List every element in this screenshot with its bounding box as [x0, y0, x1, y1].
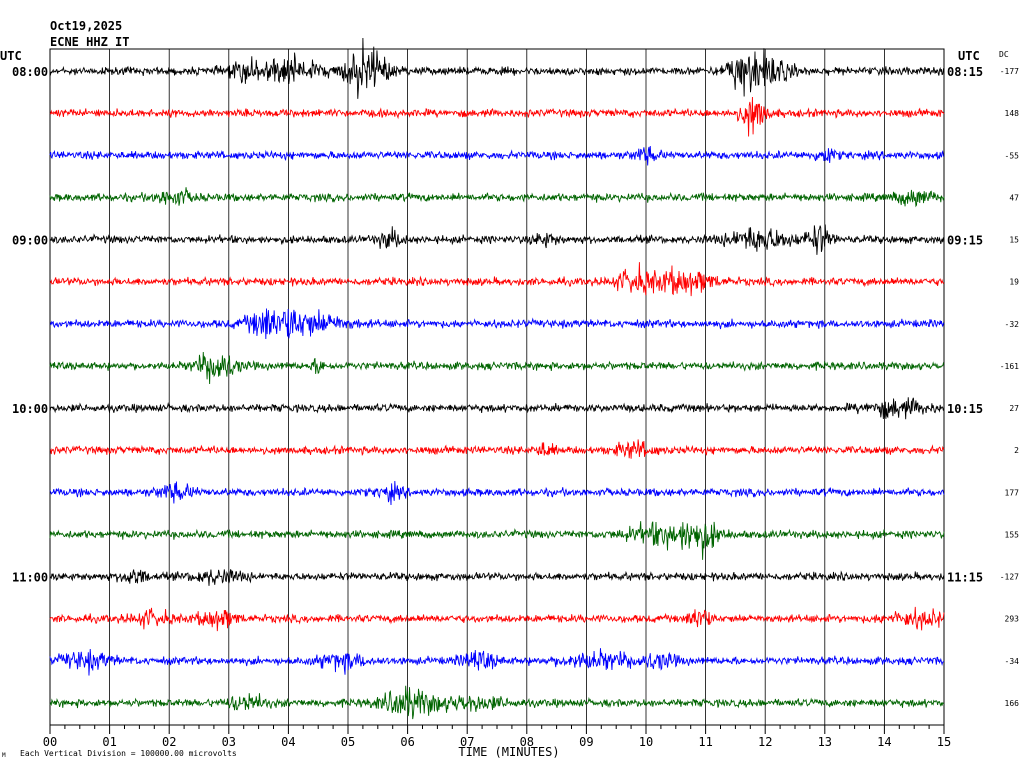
row-time-right: 10:15 — [947, 402, 983, 416]
plot-date: Oct19,2025 — [50, 19, 123, 33]
right-utc-label: UTC — [958, 49, 980, 63]
row-time-left: 08:00 — [12, 65, 48, 79]
x-tick-label: 13 — [818, 735, 832, 749]
chart-labels: 00 01 02 03 04 05 06 07 08 09 10 11 12 13 14 15 TIME (MI… — [0, 49, 1019, 759]
dc-offset-label: 19 — [1009, 278, 1019, 287]
row-time-right: 11:15 — [947, 571, 983, 585]
x-tick-label: 08 — [520, 735, 534, 749]
trace-line — [49, 439, 945, 459]
dc-offset-label: -127 — [1000, 573, 1019, 582]
station-code: ECNE HHZ IT — [50, 35, 130, 49]
dc-offset-label: 166 — [1005, 699, 1020, 708]
trace-line — [49, 481, 945, 506]
row-time-left: 10:00 — [12, 402, 48, 416]
dc-offset-label: -34 — [1005, 657, 1020, 666]
trace-line — [49, 262, 945, 297]
x-tick-label: 11 — [698, 735, 712, 749]
x-tick-label: 09 — [579, 735, 593, 749]
x-tick-label: 01 — [102, 735, 116, 749]
dc-offset-label: 155 — [1005, 530, 1020, 539]
trace-group — [49, 38, 945, 720]
trace-line — [49, 308, 945, 340]
dc-offset-label: 293 — [1005, 615, 1020, 624]
x-tick-label: 00 — [43, 735, 57, 749]
trace-line — [49, 521, 945, 560]
trace-line — [49, 224, 945, 255]
row-time-left: 11:00 — [12, 571, 48, 585]
trace-line — [49, 187, 945, 208]
dc-offset-label: 15 — [1009, 236, 1019, 245]
trace-line — [49, 145, 945, 166]
row-time-right: 09:15 — [947, 234, 983, 248]
dc-offset-label: 2 — [1014, 446, 1019, 455]
left-utc-label: UTC — [0, 49, 22, 63]
dc-offset-label: 47 — [1009, 193, 1019, 202]
trace-line — [49, 569, 945, 586]
trace-line — [49, 685, 945, 720]
dc-offset-label: 27 — [1009, 404, 1019, 413]
row-time-right: 08:15 — [947, 65, 983, 79]
x-tick-label: 02 — [162, 735, 176, 749]
vertical-division-note: Each Vertical Division = 100000.00 micro… — [20, 749, 237, 758]
dc-offset-label: -177 — [1000, 67, 1019, 76]
x-tick-label: 03 — [222, 735, 236, 749]
x-tick-label: 10 — [639, 735, 653, 749]
x-tick-label: 12 — [758, 735, 772, 749]
chart-grid — [49, 48, 945, 726]
dc-offset-label: 148 — [1005, 109, 1020, 118]
x-tick-label: 06 — [400, 735, 414, 749]
x-axis-title: TIME (MINUTES) — [458, 745, 559, 759]
trace-line — [49, 96, 945, 137]
x-tick-label: 05 — [341, 735, 355, 749]
footer-mark: M — [2, 752, 6, 759]
dc-offset-label: -161 — [1000, 362, 1019, 371]
trace-line — [49, 397, 945, 420]
dc-offset-label: -55 — [1005, 151, 1020, 160]
row-time-left: 09:00 — [12, 234, 48, 248]
trace-line — [49, 606, 945, 632]
x-tick-label: 04 — [281, 735, 295, 749]
dc-offset-label: 177 — [1005, 488, 1020, 497]
plot-frame — [49, 48, 945, 726]
trace-line — [49, 648, 945, 676]
dc-label: DC — [999, 50, 1009, 59]
x-tick-label: 15 — [937, 735, 951, 749]
trace-line — [49, 351, 945, 384]
x-tick-label: 14 — [877, 735, 891, 749]
trace-line — [49, 38, 945, 99]
dc-offset-label: -32 — [1005, 320, 1020, 329]
x-tick-label: 07 — [460, 735, 474, 749]
